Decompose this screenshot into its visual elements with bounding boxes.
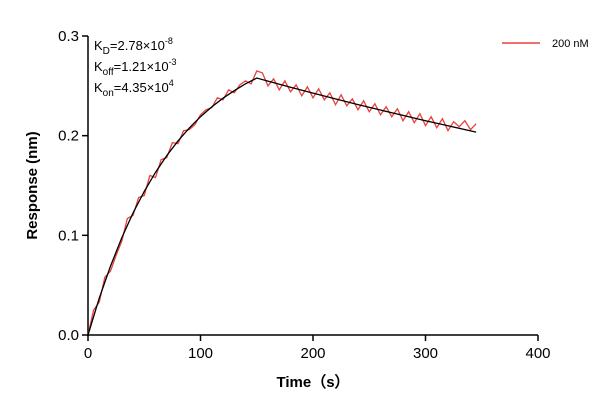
y-axis-label: Response (nm)	[24, 131, 41, 239]
y-tick-label: 0.1	[58, 227, 79, 244]
x-tick-label: 0	[84, 345, 92, 362]
annotation: Koff=1.21×10-3	[94, 57, 177, 78]
annotation: KD=2.78×10-8	[94, 36, 173, 57]
annotation-text: =4.35×10	[114, 80, 169, 95]
x-tick-label: 300	[413, 345, 438, 362]
y-tick-label: 0.3	[58, 28, 79, 45]
x-axis-label: Time（s）	[276, 373, 349, 391]
x-tick-label: 400	[525, 345, 550, 362]
annotation-symbol: K	[94, 80, 103, 95]
annotation-symbol: K	[94, 38, 103, 53]
y-tick-label: 0.2	[58, 128, 79, 145]
x-tick-label: 100	[188, 345, 213, 362]
annotation-text: =1.21×10	[114, 59, 169, 74]
annotation-subscript: on	[103, 88, 114, 99]
fit-line	[87, 77, 477, 336]
annotation-superscript: -8	[165, 36, 173, 46]
x-tick-label: 200	[300, 345, 325, 362]
legend-label: 200 nM	[552, 38, 589, 50]
annotation-subscript: off	[103, 67, 114, 78]
data-line	[87, 70, 477, 336]
annotation-subscript: D	[103, 46, 110, 57]
y-tick-label: 0.0	[58, 327, 79, 344]
annotation-symbol: K	[94, 59, 103, 74]
annotation: Kon=4.35×104	[94, 78, 174, 99]
annotation-text: =2.78×10	[110, 38, 165, 53]
annotation-superscript: 4	[169, 78, 174, 88]
annotation-superscript: -3	[169, 57, 177, 67]
